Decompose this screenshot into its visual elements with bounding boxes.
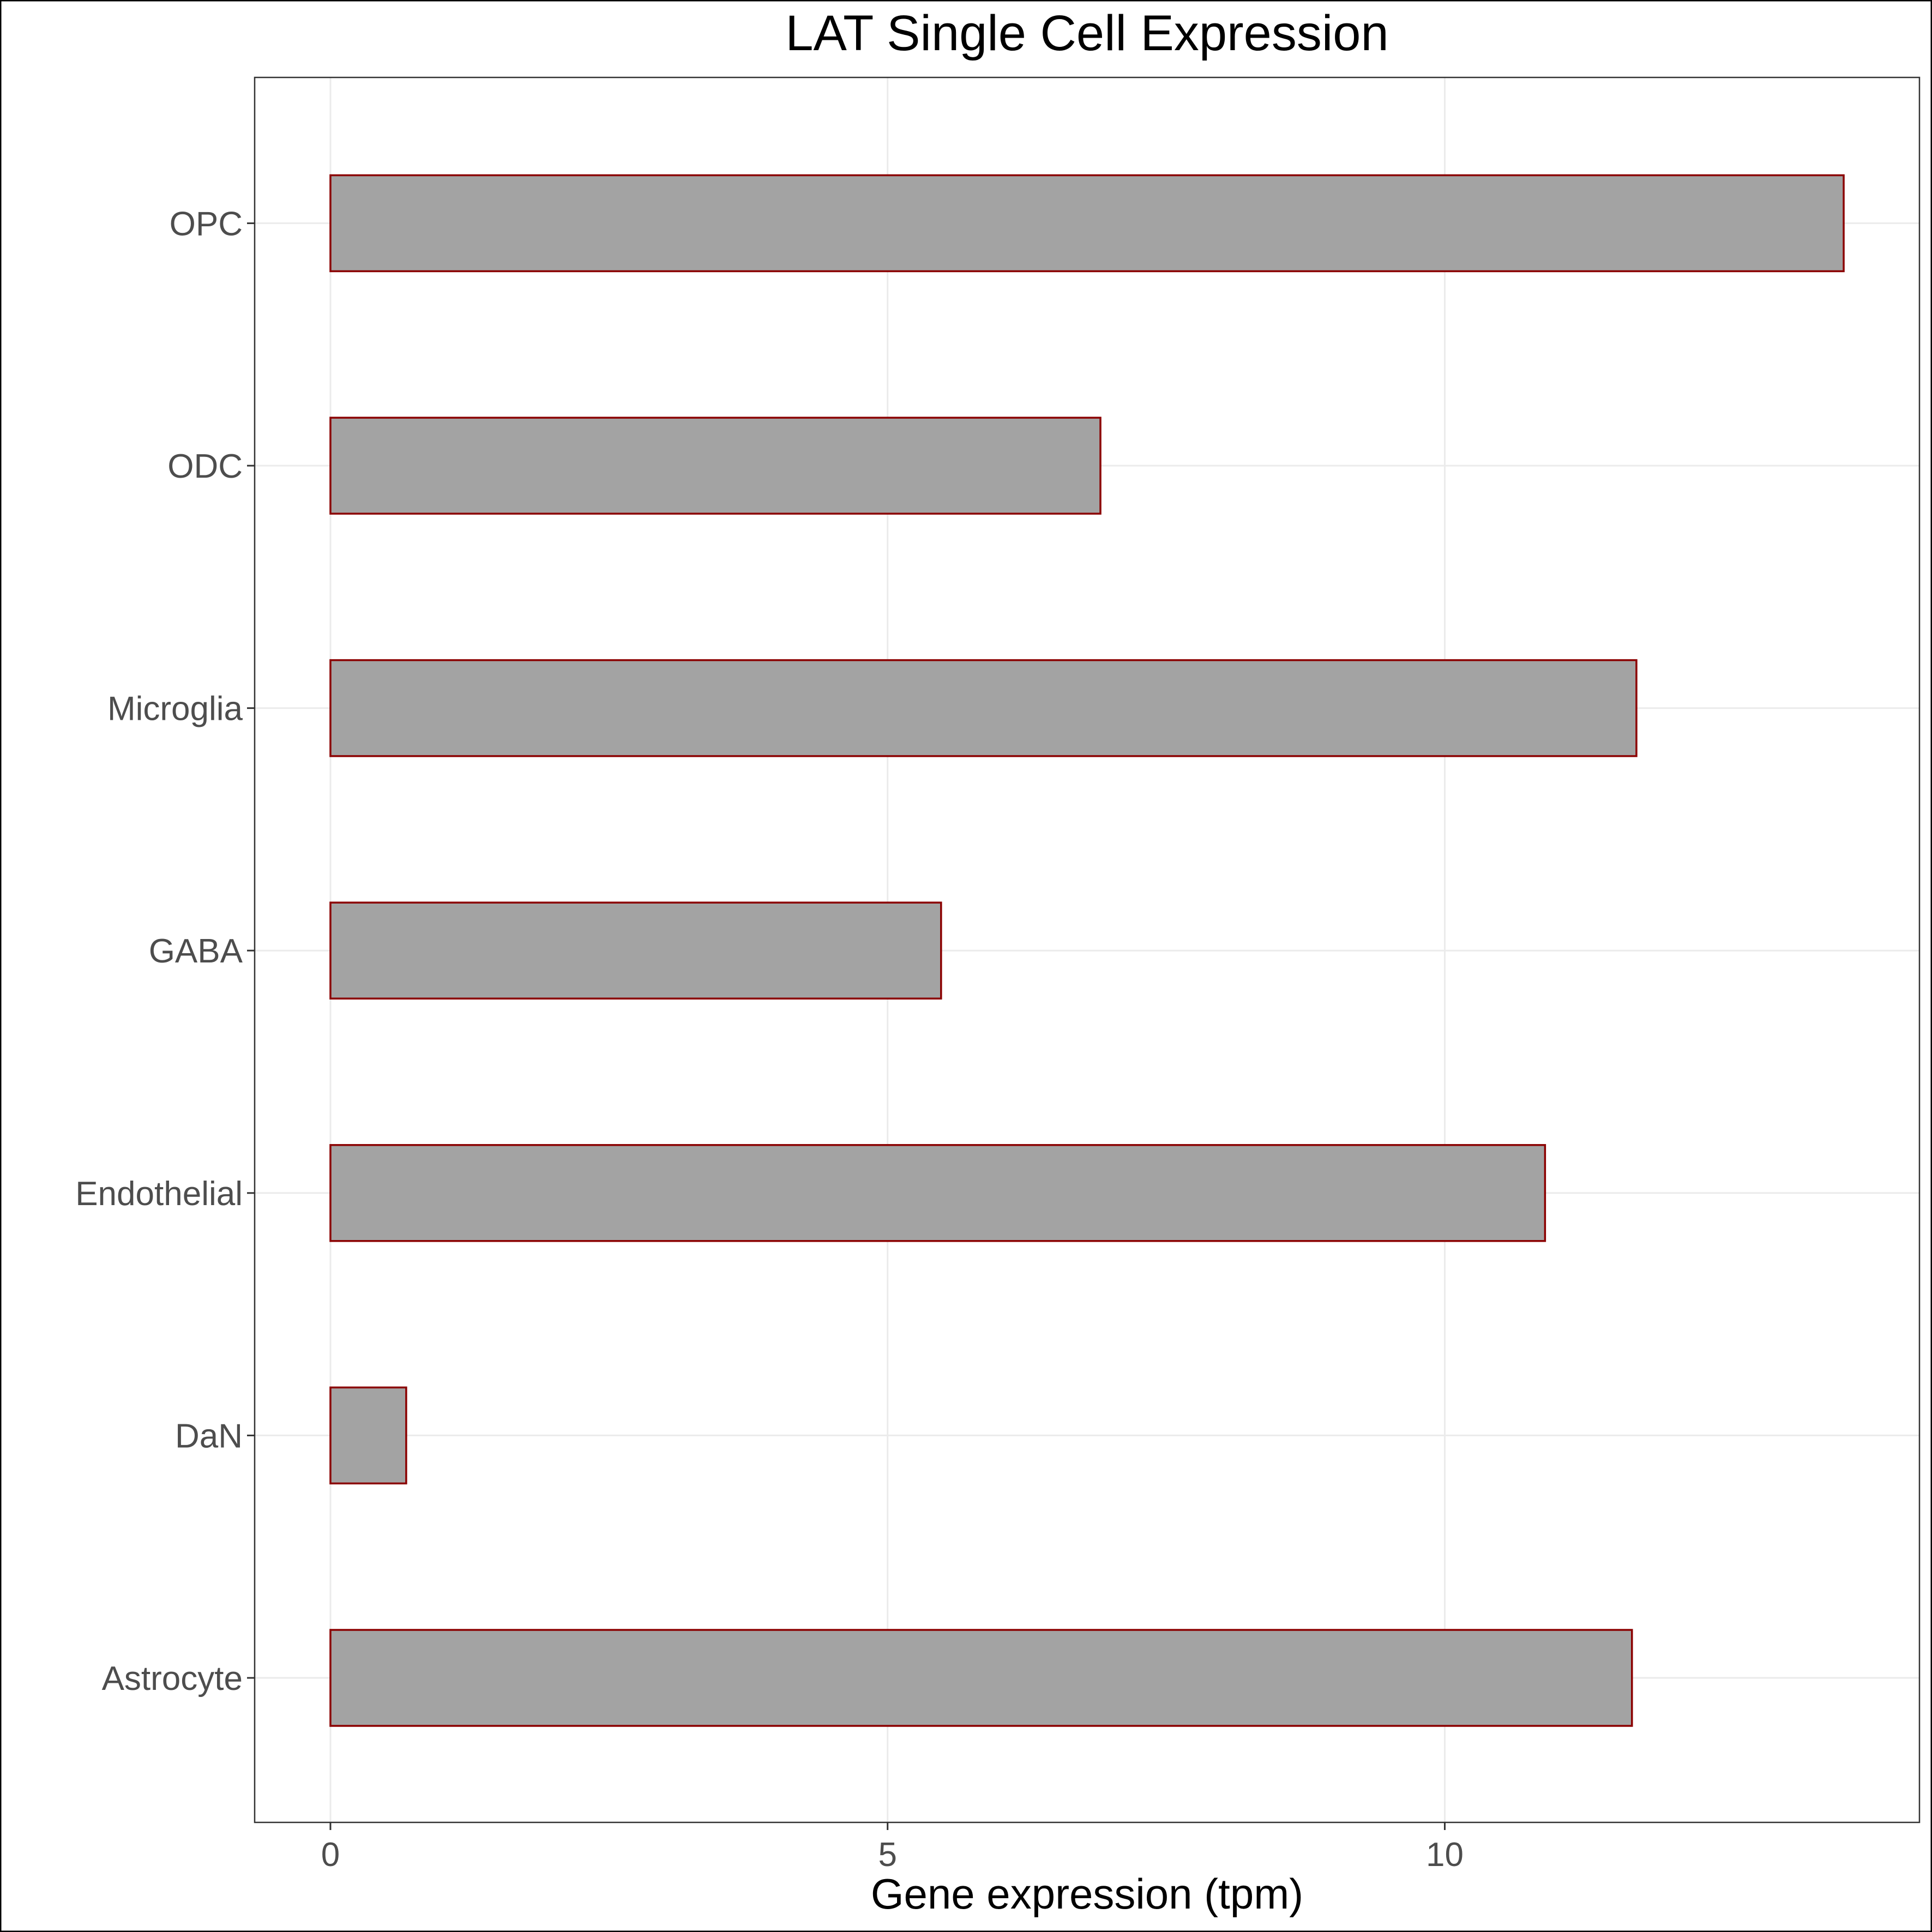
y-tick-label: GABA bbox=[149, 932, 243, 970]
y-tick-label: OPC bbox=[170, 205, 243, 243]
y-tick-label: DaN bbox=[175, 1417, 243, 1455]
bars bbox=[329, 174, 1845, 1727]
x-tick-label: 5 bbox=[878, 1836, 896, 1874]
bar-endothelial bbox=[329, 1144, 1546, 1242]
y-tick-label: Endothelial bbox=[75, 1175, 243, 1213]
y-tick-label: ODC bbox=[167, 448, 243, 485]
y-tick-label: Microglia bbox=[107, 690, 243, 728]
x-tick-label: 0 bbox=[321, 1836, 340, 1874]
axis-ticks: Astrocyte DaN Endothelial GABA Microglia ODC O… bbox=[75, 205, 1464, 1874]
bar-astrocyte bbox=[329, 1629, 1633, 1727]
x-axis-title: Gene expression (tpm) bbox=[871, 1870, 1303, 1918]
y-tick-label: Astrocyte bbox=[102, 1660, 243, 1698]
x-tick-label: 10 bbox=[1426, 1836, 1464, 1874]
bar-microglia bbox=[329, 659, 1638, 757]
bar-opc bbox=[329, 174, 1845, 273]
bar-gaba bbox=[329, 901, 942, 1000]
bar-odc bbox=[329, 417, 1102, 515]
bar-dan bbox=[329, 1386, 407, 1485]
chart-title: LAT Single Cell Expression bbox=[785, 5, 1388, 61]
